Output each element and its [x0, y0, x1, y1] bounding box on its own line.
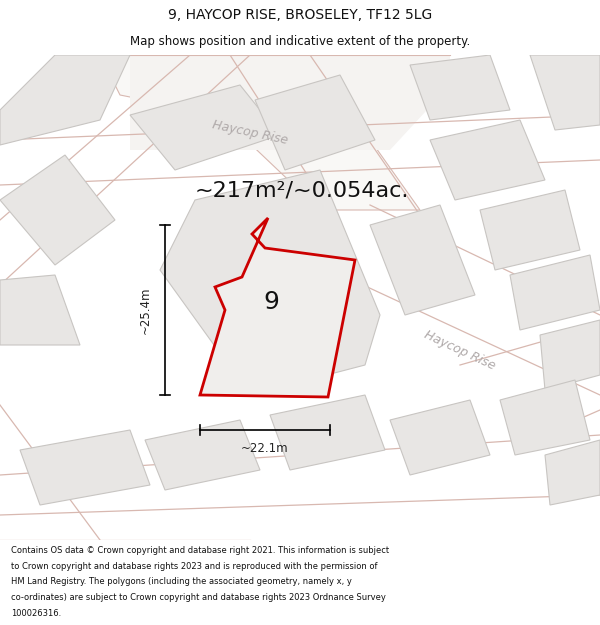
- Polygon shape: [145, 420, 260, 490]
- Polygon shape: [410, 55, 510, 120]
- Polygon shape: [130, 85, 280, 170]
- Text: 9: 9: [263, 290, 279, 314]
- Text: co-ordinates) are subject to Crown copyright and database rights 2023 Ordnance S: co-ordinates) are subject to Crown copyr…: [11, 593, 386, 602]
- Polygon shape: [540, 320, 600, 390]
- Text: Haycop Rise: Haycop Rise: [211, 119, 289, 148]
- Text: to Crown copyright and database rights 2023 and is reproduced with the permissio: to Crown copyright and database rights 2…: [11, 562, 377, 571]
- Polygon shape: [390, 400, 490, 475]
- Polygon shape: [200, 218, 355, 397]
- Text: 100026316.: 100026316.: [11, 609, 61, 618]
- Text: Map shows position and indicative extent of the property.: Map shows position and indicative extent…: [130, 35, 470, 48]
- Polygon shape: [545, 440, 600, 505]
- Polygon shape: [20, 430, 150, 505]
- Polygon shape: [0, 55, 130, 145]
- Polygon shape: [370, 205, 475, 315]
- Polygon shape: [500, 380, 590, 455]
- Polygon shape: [160, 170, 380, 395]
- Text: Haycop Rise: Haycop Rise: [422, 328, 497, 372]
- Polygon shape: [255, 75, 375, 170]
- Polygon shape: [130, 55, 450, 150]
- Polygon shape: [530, 55, 600, 130]
- Polygon shape: [480, 190, 580, 270]
- Text: Contains OS data © Crown copyright and database right 2021. This information is : Contains OS data © Crown copyright and d…: [11, 546, 389, 555]
- Polygon shape: [100, 55, 420, 210]
- Text: HM Land Registry. The polygons (including the associated geometry, namely x, y: HM Land Registry. The polygons (includin…: [11, 578, 352, 586]
- Text: ~217m²/~0.054ac.: ~217m²/~0.054ac.: [195, 180, 409, 200]
- Polygon shape: [0, 155, 115, 265]
- Text: ~22.1m: ~22.1m: [241, 441, 289, 454]
- Polygon shape: [270, 395, 385, 470]
- Polygon shape: [510, 255, 600, 330]
- Text: 9, HAYCOP RISE, BROSELEY, TF12 5LG: 9, HAYCOP RISE, BROSELEY, TF12 5LG: [168, 8, 432, 22]
- Polygon shape: [430, 120, 545, 200]
- Polygon shape: [0, 275, 80, 345]
- Text: ~25.4m: ~25.4m: [139, 286, 151, 334]
